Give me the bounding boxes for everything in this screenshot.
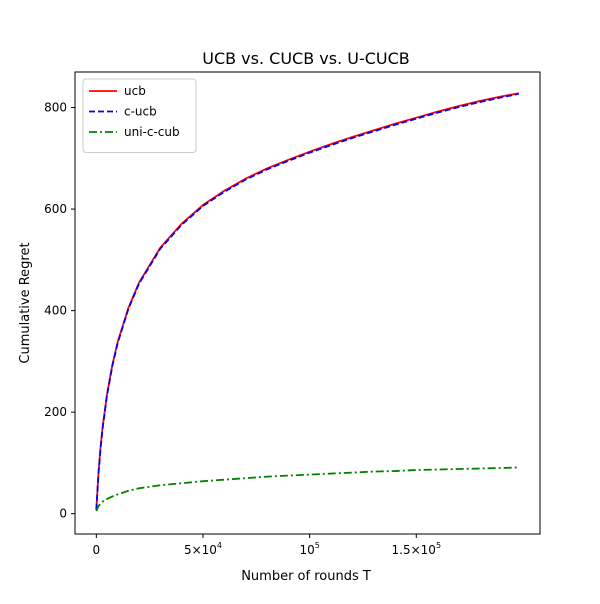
x-tick-label: 5×104 (184, 541, 222, 557)
y-tick-label: 600 (44, 202, 67, 216)
y-axis-label: Cumulative Regret (18, 242, 33, 363)
legend-label-ucb: ucb (124, 84, 146, 98)
y-tick-label: 200 (44, 405, 67, 419)
x-tick-label: 0 (93, 543, 101, 557)
chart-title: UCB vs. CUCB vs. U-CUCB (202, 49, 410, 68)
y-tick-label: 800 (44, 101, 67, 115)
x-tick-label: 1.5×105 (392, 541, 442, 557)
plot-area (95, 92, 519, 512)
axes-frame (74, 71, 541, 535)
x-tick-label: 105 (299, 541, 319, 557)
series-line-c-ucb (95, 92, 519, 510)
series-line-uni-c-cub (95, 466, 519, 512)
legend-label-uni-c-cub: uni-c-cub (124, 125, 180, 139)
legend: ucb c-ucb uni-c-cub (82, 78, 197, 153)
y-tick-label: 0 (59, 507, 67, 521)
x-axis-label: Number of rounds T (241, 569, 371, 584)
legend-label-c-ucb: c-ucb (124, 105, 157, 119)
series-line-ucb (95, 92, 519, 510)
axes: 0 5×104 105 1.5×105 0 200 400 600 800 (44, 71, 541, 557)
legend-box (82, 78, 197, 153)
y-tick-label: 400 (44, 304, 67, 318)
